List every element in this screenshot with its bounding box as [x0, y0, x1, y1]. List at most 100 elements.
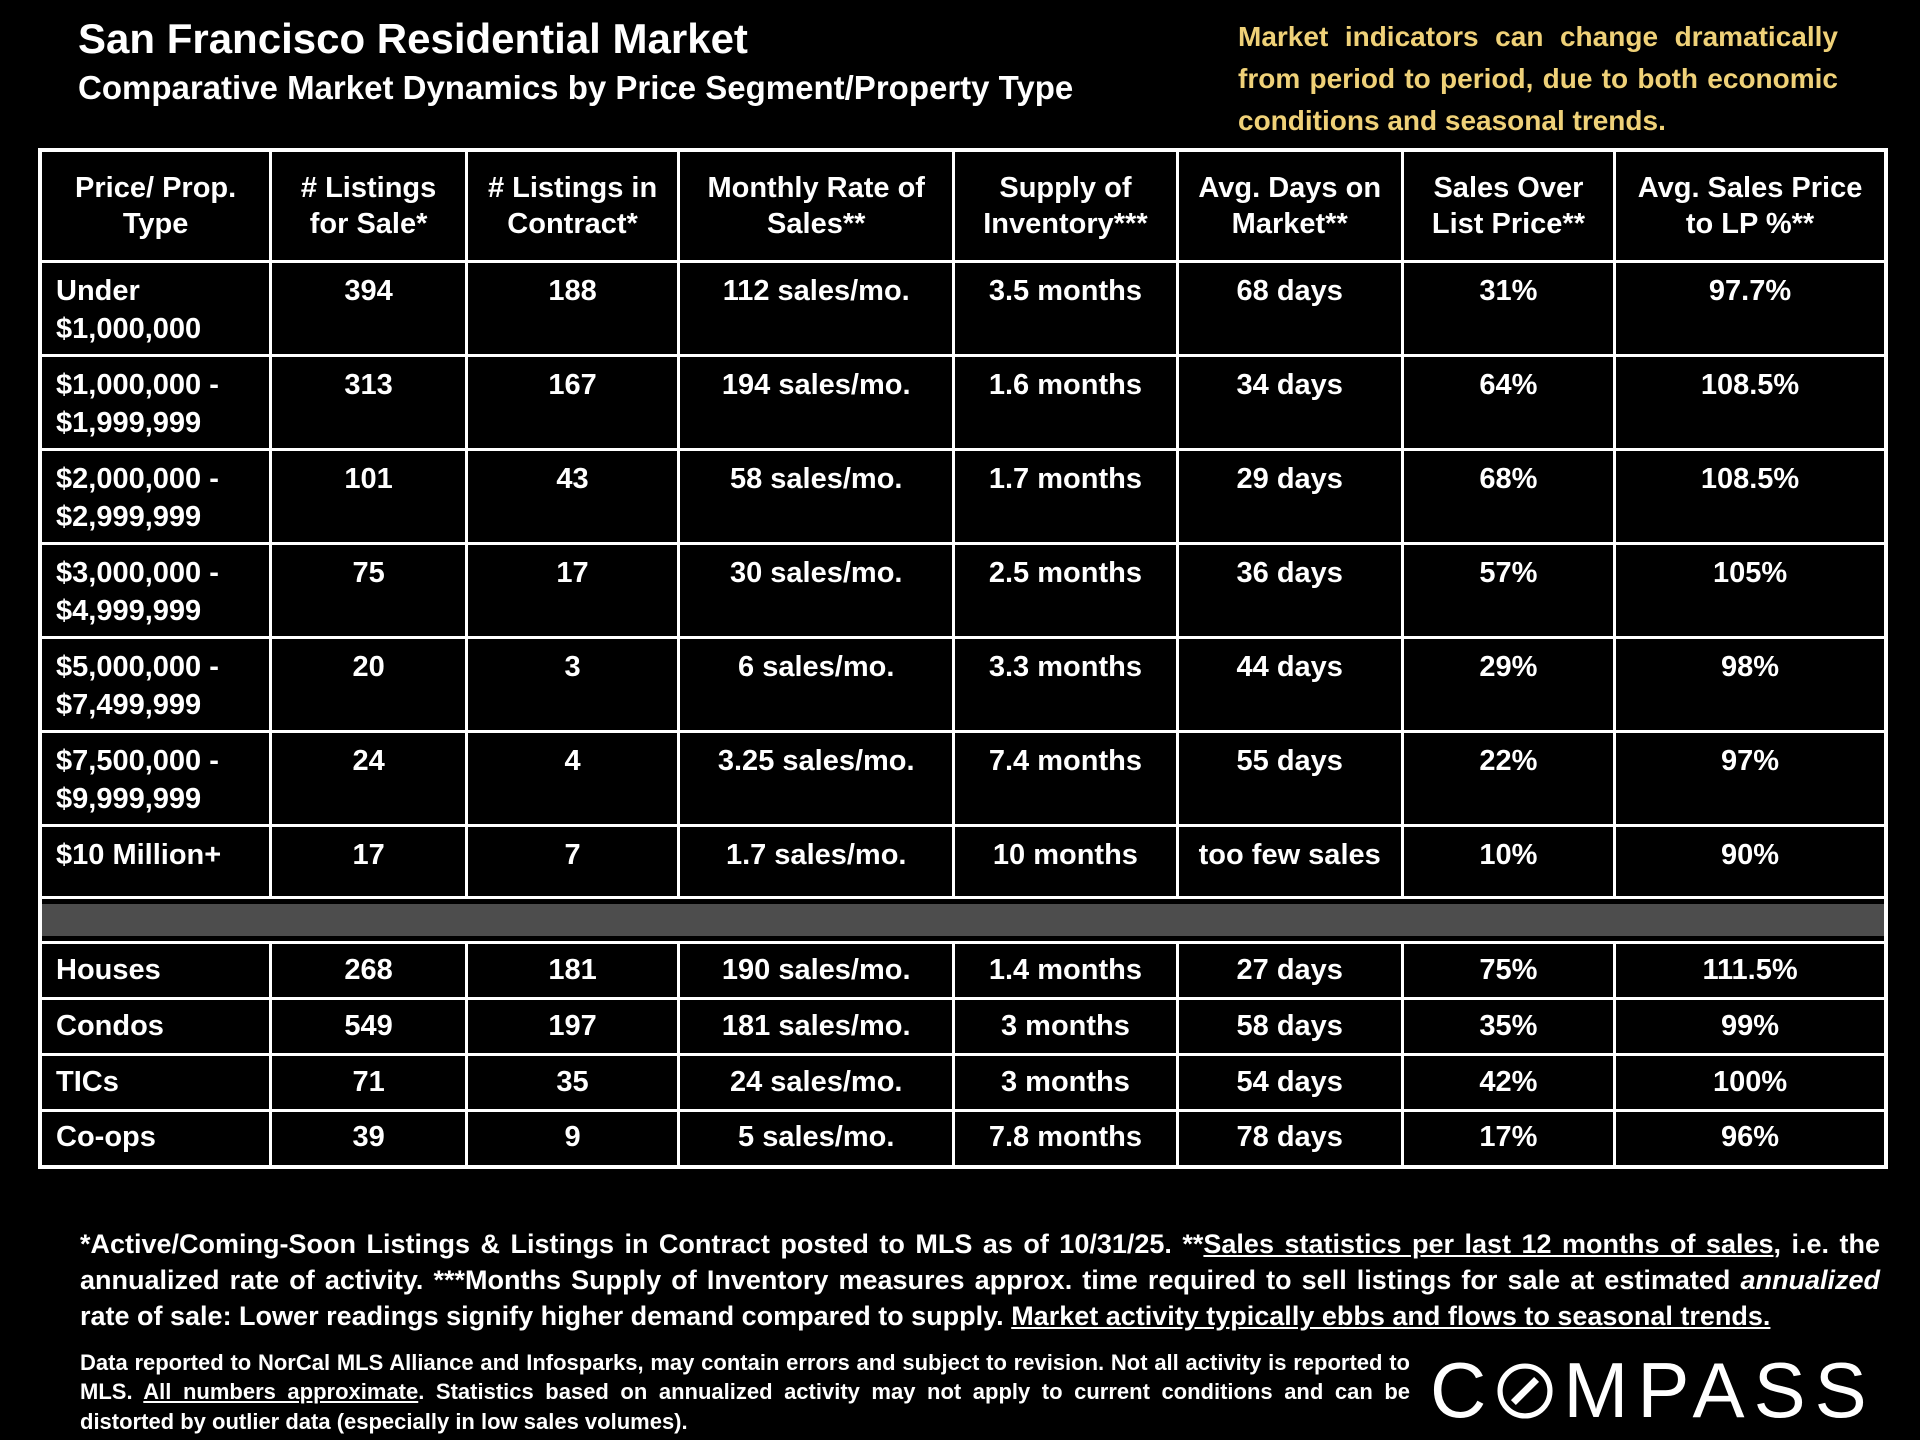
table-row: $5,000,000 - $7,499,999 20 3 6 sales/mo. 3.3…: [38, 636, 1888, 733]
table-row: Under $1,000,000 394 188 112 sales/mo. 3.5 m…: [38, 260, 1888, 357]
cell-value: 29 days: [1175, 448, 1404, 545]
footnote-segment: Sales statistics per last 12 months of s…: [1203, 1229, 1774, 1259]
cell-value: 3.3 months: [952, 636, 1179, 733]
row-label: Condos: [38, 997, 273, 1056]
cell-value: 36 days: [1175, 542, 1404, 639]
table-row: $7,500,000 - $9,999,999 24 4 3.25 sales/mo.…: [38, 730, 1888, 827]
cell-value: 71: [269, 1053, 468, 1112]
cell-value: 7.8 months: [952, 1109, 1179, 1168]
cell-value: 68 days: [1175, 260, 1404, 357]
cell-value: 58 sales/mo.: [677, 448, 956, 545]
cell-value: 9: [464, 1109, 681, 1168]
cell-value: 17: [464, 542, 681, 639]
footnote-segment: . Statistics based on annualized activit…: [80, 1379, 1410, 1434]
cell-value: 10 months: [952, 824, 1179, 899]
cell-value: 111.5%: [1613, 941, 1888, 1000]
cell-value: 1.7 months: [952, 448, 1179, 545]
cell-value: 7: [464, 824, 681, 899]
cell-value: 7.4 months: [952, 730, 1179, 827]
header-row: Price/ Prop. Type # Listings for Sale* # L…: [38, 148, 1888, 263]
cell-value: 105%: [1613, 542, 1888, 639]
table-row: Condos 549 197 181 sales/mo. 3 months 58 days…: [38, 997, 1888, 1056]
table-row: $3,000,000 - $4,999,999 75 17 30 sales/mo. 2…: [38, 542, 1888, 639]
cell-value: 549: [269, 997, 468, 1056]
table-row: $1,000,000 - $1,999,999 313 167 194 sales/m…: [38, 354, 1888, 451]
cell-value: 24 sales/mo.: [677, 1053, 956, 1112]
row-label: $7,500,000 - $9,999,999: [38, 730, 273, 827]
cell-value: 97.7%: [1613, 260, 1888, 357]
column-header: Avg. Days on Market**: [1175, 148, 1404, 263]
cell-value: 17: [269, 824, 468, 899]
table-row: $10 Million+ 17 7 1.7 sales/mo. 10 months too…: [38, 824, 1888, 899]
cell-value: 181 sales/mo.: [677, 997, 956, 1056]
logo-letter-c: C: [1430, 1346, 1496, 1434]
cell-value: too few sales: [1175, 824, 1404, 899]
cell-value: 188: [464, 260, 681, 357]
column-header: # Listings in Contract*: [464, 148, 681, 263]
row-label: $5,000,000 - $7,499,999: [38, 636, 273, 733]
section-divider-cell: [40, 896, 1886, 944]
cell-value: 78 days: [1175, 1109, 1404, 1168]
cell-value: 108.5%: [1613, 448, 1888, 545]
cell-value: 268: [269, 941, 468, 1000]
cell-value: 10%: [1400, 824, 1617, 899]
cell-value: 39: [269, 1109, 468, 1168]
row-label: $10 Million+: [38, 824, 273, 899]
cell-value: 190 sales/mo.: [677, 941, 956, 1000]
cell-value: 90%: [1613, 824, 1888, 899]
row-label: TICs: [38, 1053, 273, 1112]
page-subtitle: Comparative Market Dynamics by Price Seg…: [78, 69, 1074, 107]
cell-value: 194 sales/mo.: [677, 354, 956, 451]
cell-value: 3: [464, 636, 681, 733]
cell-value: 99%: [1613, 997, 1888, 1056]
cell-value: 2.5 months: [952, 542, 1179, 639]
cell-value: 197: [464, 997, 681, 1056]
footnote-segment: rate of sale: Lower readings signify hig…: [80, 1301, 1012, 1332]
table-body: Under $1,000,000 394 188 112 sales/mo. 3.5 m…: [38, 260, 1888, 1168]
table-row: Co-ops 39 9 5 sales/mo. 7.8 months 78 days 17%…: [38, 1109, 1888, 1168]
section-divider-row: [40, 896, 1886, 944]
cell-value: 55 days: [1175, 730, 1404, 827]
cell-value: 108.5%: [1613, 354, 1888, 451]
cell-value: 42%: [1400, 1053, 1617, 1112]
column-header: Sales Over List Price**: [1400, 148, 1617, 263]
cell-value: 3 months: [952, 997, 1179, 1056]
row-label: $3,000,000 - $4,999,999: [38, 542, 273, 639]
title-block: San Francisco Residential Market Compara…: [78, 15, 1074, 107]
cell-value: 1.6 months: [952, 354, 1179, 451]
table-row: TICs 71 35 24 sales/mo. 3 months 54 days 42% 10…: [38, 1053, 1888, 1112]
cell-value: 27 days: [1175, 941, 1404, 1000]
cell-value: 313: [269, 354, 468, 451]
footnote-segment: Market activity typically ebbs and flows…: [1011, 1301, 1771, 1332]
logo-letters-mpass: MPASS: [1563, 1346, 1876, 1434]
cell-value: 98%: [1613, 636, 1888, 733]
column-header: Price/ Prop. Type: [38, 148, 273, 263]
cell-value: 3 months: [952, 1053, 1179, 1112]
cell-value: 5 sales/mo.: [677, 1109, 956, 1168]
cell-value: 167: [464, 354, 681, 451]
row-label: $1,000,000 - $1,999,999: [38, 354, 273, 451]
cell-value: 394: [269, 260, 468, 357]
cell-value: 3.25 sales/mo.: [677, 730, 956, 827]
table-row: $2,000,000 - $2,999,999 101 43 58 sales/mo.…: [38, 448, 1888, 545]
cell-value: 43: [464, 448, 681, 545]
row-label: Co-ops: [38, 1109, 273, 1168]
column-header: Avg. Sales Price to LP %**: [1613, 148, 1888, 263]
cell-value: 97%: [1613, 730, 1888, 827]
cell-value: 181: [464, 941, 681, 1000]
footnote-segment: *Active/Coming-Soon Listings & Listings …: [80, 1229, 1204, 1259]
compass-o-icon: [1497, 1362, 1553, 1419]
cell-value: 58 days: [1175, 997, 1404, 1056]
footnote-segment: Data reported to NorCal MLS Alliance and…: [80, 1350, 1410, 1405]
footnote-segment: annualized: [1740, 1265, 1880, 1296]
cell-value: 34 days: [1175, 354, 1404, 451]
cell-value: 75: [269, 542, 468, 639]
cell-value: 20: [269, 636, 468, 733]
row-label: Under $1,000,000: [38, 260, 273, 357]
footnote-disclaimer: Data reported to NorCal MLS Alliance and…: [80, 1348, 1410, 1436]
cell-value: 100%: [1613, 1053, 1888, 1112]
page-title: San Francisco Residential Market: [78, 15, 748, 62]
cell-value: 57%: [1400, 542, 1617, 639]
market-dynamics-table: Price/ Prop. Type # Listings for Sale* # L…: [38, 148, 1888, 1169]
table-header: Price/ Prop. Type # Listings for Sale* # L…: [38, 148, 1888, 263]
